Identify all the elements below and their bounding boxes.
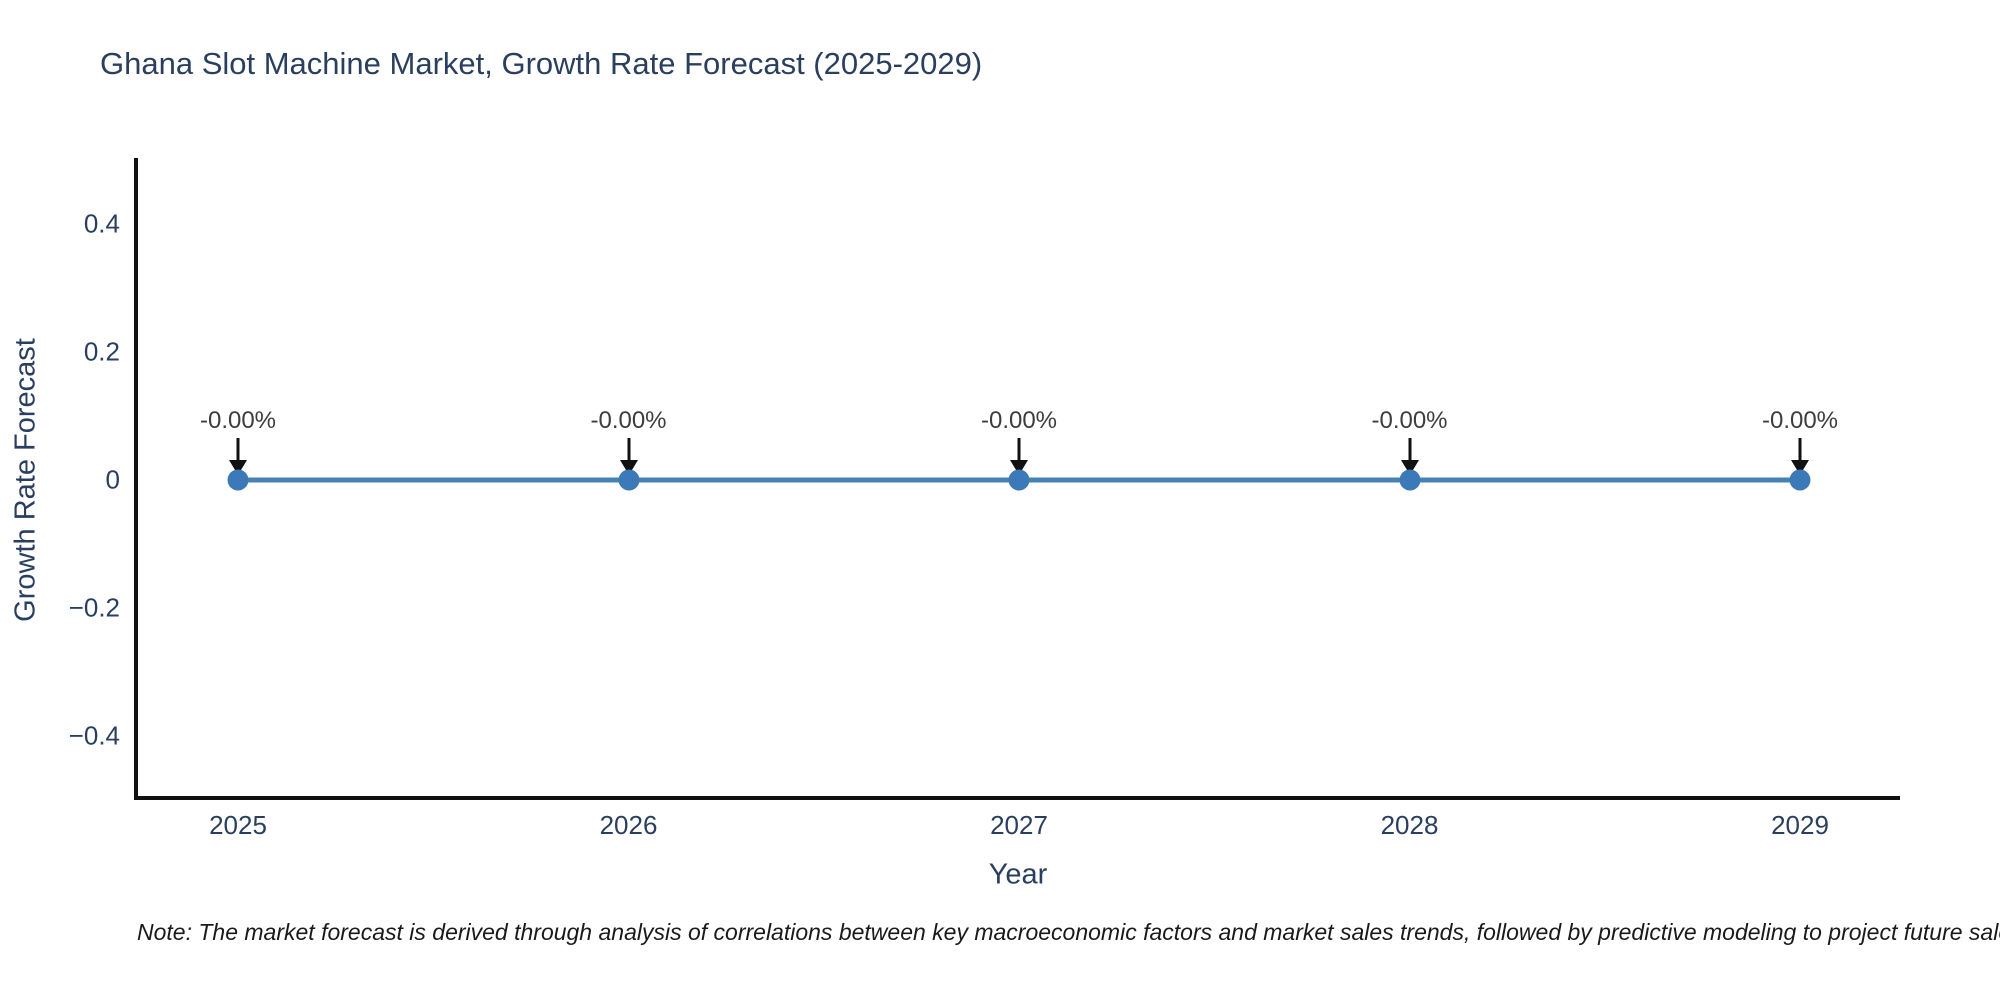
point-annotation-label: -0.00% — [1761, 407, 1839, 434]
x-tick-label: 2026 — [599, 810, 658, 840]
annotation-arrow-shaft — [236, 438, 240, 460]
x-tick-label: 2025 — [209, 810, 267, 840]
point-annotation-label: -0.00% — [1371, 407, 1448, 434]
x-tick-label: 2027 — [990, 810, 1048, 840]
point-annotation-label: -0.00% — [590, 407, 667, 434]
plot-area-frame — [134, 158, 1900, 800]
annotation-arrow-shaft — [1798, 438, 1802, 460]
point-annotation-label: -0.00% — [980, 407, 1058, 434]
y-tick-label: 0.2 — [83, 336, 120, 367]
data-point-marker — [1399, 469, 1420, 491]
y-tick-label: −0.2 — [68, 592, 120, 623]
y-tick-label: −0.4 — [68, 720, 120, 751]
y-tick-label: 0.4 — [83, 208, 120, 239]
x-axis-title: Year — [988, 858, 1048, 891]
x-tick-label: 2029 — [1771, 810, 1829, 840]
annotation-arrow-shaft — [627, 438, 630, 460]
data-point-marker — [1008, 469, 1030, 491]
x-tick-label: 2028 — [1380, 810, 1439, 840]
annotation-arrow-shaft — [1017, 438, 1021, 460]
data-point-marker — [227, 469, 249, 491]
y-tick-label: 0 — [105, 464, 120, 495]
data-point-marker — [1789, 469, 1811, 491]
chart-footnote: Note: The market forecast is derived thr… — [137, 919, 2000, 945]
chart-title: Ghana Slot Machine Market, Growth Rate F… — [100, 46, 983, 81]
annotation-arrow-shaft — [1408, 438, 1411, 460]
point-annotation-label: -0.00% — [199, 407, 277, 434]
data-point-marker — [618, 469, 639, 491]
